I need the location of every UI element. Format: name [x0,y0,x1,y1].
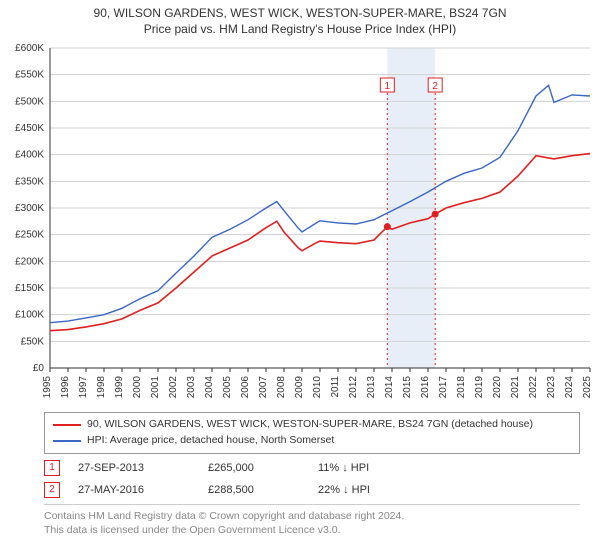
legend-label-hpi: HPI: Average price, detached house, Nort… [87,433,334,449]
svg-text:2003: 2003 [186,376,197,399]
svg-text:2022: 2022 [528,376,539,399]
footer-line-2: This data is licensed under the Open Gov… [44,523,580,537]
svg-text:£200K: £200K [15,256,44,267]
svg-text:2007: 2007 [258,376,269,399]
legend-swatch-subject [53,424,81,426]
price-chart: £0 £50K £100K £150K £200K £250K £300K £350K £400… [0,38,600,408]
svg-text:£0: £0 [33,363,45,374]
sale-price: £265,000 [208,462,318,474]
svg-text:2008: 2008 [276,376,287,399]
svg-text:£500K: £500K [15,96,44,107]
svg-text:1998: 1998 [96,376,107,399]
svg-text:£400K: £400K [15,150,44,161]
sale-date: 27-MAY-2016 [78,484,208,496]
legend-swatch-hpi [53,440,81,442]
sale-marker-2: 2 [44,482,60,498]
svg-text:1995: 1995 [42,376,53,399]
sale-records: 1 27-SEP-2013 £265,000 11% ↓ HPI 2 27-MA… [44,460,580,498]
svg-text:2000: 2000 [132,376,143,399]
sale-row: 1 27-SEP-2013 £265,000 11% ↓ HPI [44,460,580,476]
svg-text:£250K: £250K [15,230,44,241]
sale-marker-1: 1 [44,460,60,476]
svg-text:2015: 2015 [402,376,413,399]
svg-text:1996: 1996 [60,376,71,399]
svg-text:2006: 2006 [240,376,251,399]
svg-text:2014: 2014 [384,376,395,399]
svg-text:2024: 2024 [564,376,575,399]
svg-text:2: 2 [432,81,438,92]
svg-text:2004: 2004 [204,376,215,399]
svg-text:2017: 2017 [438,376,449,399]
sale-date: 27-SEP-2013 [78,462,208,474]
svg-text:1: 1 [385,81,391,92]
svg-text:£350K: £350K [15,176,44,187]
title-line-1: 90, WILSON GARDENS, WEST WICK, WESTON-SU… [4,6,596,20]
svg-text:2020: 2020 [492,376,503,399]
svg-text:2005: 2005 [222,376,233,399]
legend-item-subject: 90, WILSON GARDENS, WEST WICK, WESTON-SU… [53,417,571,433]
svg-text:1997: 1997 [78,376,89,399]
svg-text:£50K: £50K [21,336,45,347]
chart-svg: £0 £50K £100K £150K £200K £250K £300K £350K £400… [0,38,600,408]
svg-text:2010: 2010 [312,376,323,399]
svg-text:2012: 2012 [348,376,359,399]
sale-row: 2 27-MAY-2016 £288,500 22% ↓ HPI [44,482,580,498]
svg-text:£100K: £100K [15,310,44,321]
attribution-footer: Contains HM Land Registry data © Crown c… [44,504,580,537]
svg-text:2025: 2025 [582,376,593,399]
chart-title-block: 90, WILSON GARDENS, WEST WICK, WESTON-SU… [0,0,600,38]
svg-text:£550K: £550K [15,70,44,81]
svg-text:£150K: £150K [15,283,44,294]
svg-text:£300K: £300K [15,203,44,214]
sale-hpi-delta: 11% ↓ HPI [318,462,428,474]
svg-text:2013: 2013 [366,376,377,399]
legend-item-hpi: HPI: Average price, detached house, Nort… [53,433,571,449]
footer-line-1: Contains HM Land Registry data © Crown c… [44,509,580,523]
svg-text:2019: 2019 [474,376,485,399]
sale-price: £288,500 [208,484,318,496]
svg-text:£600K: £600K [15,43,44,54]
title-line-2: Price paid vs. HM Land Registry's House … [4,22,596,36]
svg-text:2011: 2011 [330,376,341,398]
svg-text:2001: 2001 [150,376,161,399]
svg-text:2018: 2018 [456,376,467,399]
legend-label-subject: 90, WILSON GARDENS, WEST WICK, WESTON-SU… [87,417,533,433]
legend: 90, WILSON GARDENS, WEST WICK, WESTON-SU… [44,412,580,454]
sale-hpi-delta: 22% ↓ HPI [318,484,428,496]
svg-text:2002: 2002 [168,376,179,399]
svg-text:2023: 2023 [546,376,557,399]
svg-text:2021: 2021 [510,376,521,399]
svg-text:2009: 2009 [294,376,305,399]
svg-text:£450K: £450K [15,123,44,134]
svg-text:2016: 2016 [420,376,431,399]
svg-text:1999: 1999 [114,376,125,399]
